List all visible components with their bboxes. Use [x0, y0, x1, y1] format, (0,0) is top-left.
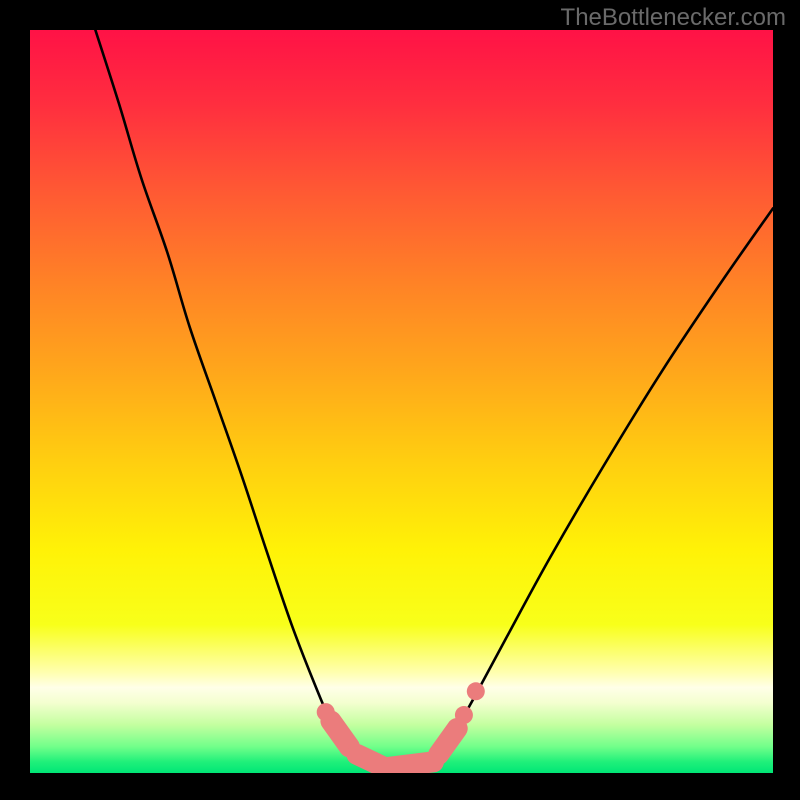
valley-highlight-dot — [317, 703, 335, 721]
bottleneck-curve — [95, 30, 773, 769]
valley-highlight-segment — [385, 762, 433, 768]
watermark-text: TheBottlenecker.com — [561, 4, 786, 32]
valley-highlight-segment — [331, 721, 350, 747]
valley-highlight-segment — [439, 728, 458, 754]
valley-highlight-dot — [455, 706, 473, 724]
valley-highlight-dot — [467, 682, 485, 700]
plot-area — [30, 30, 773, 773]
curve-layer — [30, 30, 773, 773]
stage: TheBottlenecker.com — [0, 0, 800, 800]
